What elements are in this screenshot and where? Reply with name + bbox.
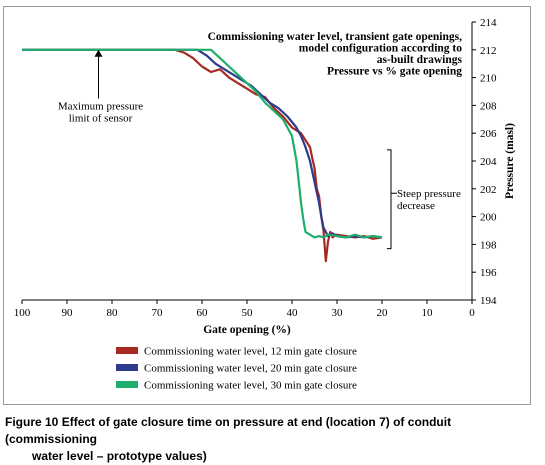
steep-label: decrease — [397, 200, 435, 212]
legend-label-3: Commissioning water level, 30 min gate c… — [144, 380, 357, 392]
x-tick-label: 60 — [197, 307, 209, 319]
y-tick-label: 208 — [480, 100, 497, 112]
pressure-chart: 100 90 80 70 60 50 40 30 20 10 0194196198200202204… — [14, 17, 516, 392]
x-tick-label: 90 — [62, 307, 74, 319]
y-tick-label: 202 — [480, 184, 497, 196]
legend-swatch-2 — [116, 364, 138, 371]
y-tick-label: 212 — [480, 45, 497, 57]
legend-label-1: Commissioning water level, 12 min gate c… — [144, 346, 357, 358]
legend-swatch-1 — [116, 347, 138, 354]
caption-line-1: Effect of gate closure time on pressure … — [5, 415, 452, 446]
x-tick-label: 0 — [469, 307, 475, 319]
x-tick-label: 80 — [107, 307, 119, 319]
y-tick-label: 194 — [480, 295, 497, 307]
y-tick-label: 210 — [480, 73, 497, 85]
chart-title-line: model configuration according to — [299, 43, 462, 55]
x-tick-label: 30 — [332, 307, 344, 319]
legend-label-2: Commissioning water level, 20 min gate c… — [144, 363, 357, 375]
y-tick-label: 196 — [480, 267, 497, 279]
figure-caption: Figure 10 Effect of gate closure time on… — [5, 414, 541, 465]
x-tick-label: 70 — [152, 307, 164, 319]
y-tick-label: 198 — [480, 239, 497, 251]
y-tick-label: 206 — [480, 128, 497, 140]
x-axis-label: Gate opening (%) — [203, 324, 291, 336]
max-pressure-label: Maximum pressure — [58, 100, 143, 112]
chart-title-line: Commissioning water level, transient gat… — [208, 31, 463, 43]
x-tick-label: 40 — [287, 307, 299, 319]
x-tick-label: 100 — [14, 307, 31, 319]
steep-bracket — [387, 149, 392, 250]
series-line-1 — [22, 48, 383, 263]
y-tick-label: 200 — [480, 212, 497, 224]
x-tick-label: 50 — [242, 307, 254, 319]
legend-swatch-3 — [116, 381, 138, 388]
steep-label: Steep pressure — [397, 188, 461, 200]
y-tick-label: 204 — [480, 156, 497, 168]
chart-title-line: as-built drawings — [377, 54, 463, 66]
chart-title-line: Pressure vs % gate opening — [327, 66, 462, 78]
caption-line-2: water level – prototype values) — [32, 449, 207, 463]
caption-prefix: Figure 10 — [5, 415, 59, 429]
x-tick-label: 20 — [377, 307, 389, 319]
max-pressure-label: limit of sensor — [69, 112, 133, 124]
y-axis-label: Pressure (masl) — [504, 123, 516, 199]
figure-frame — [3, 6, 531, 405]
series-line-3 — [22, 48, 383, 239]
series-line-2 — [22, 48, 383, 239]
y-tick-label: 214 — [480, 17, 497, 29]
max-pressure-arrow-head — [94, 49, 103, 57]
x-tick-label: 10 — [422, 307, 434, 319]
